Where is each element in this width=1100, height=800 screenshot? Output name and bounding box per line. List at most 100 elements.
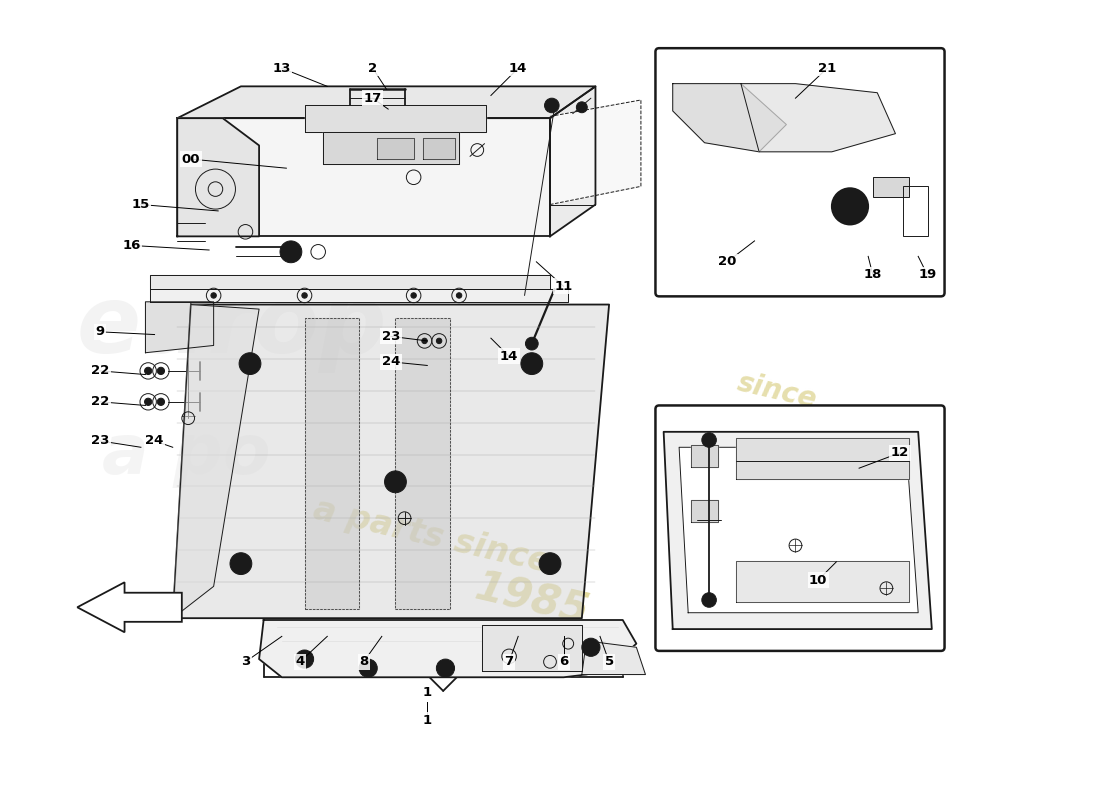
Circle shape <box>245 359 254 368</box>
Circle shape <box>442 665 449 672</box>
Text: 3: 3 <box>241 655 250 668</box>
Text: 14: 14 <box>509 62 527 74</box>
Circle shape <box>364 665 372 672</box>
Circle shape <box>390 478 400 486</box>
Text: 21: 21 <box>818 62 836 74</box>
Polygon shape <box>260 620 637 678</box>
Circle shape <box>301 655 308 662</box>
Circle shape <box>527 359 537 368</box>
Circle shape <box>239 353 261 374</box>
FancyBboxPatch shape <box>656 48 945 296</box>
Circle shape <box>437 659 454 678</box>
Text: 1985: 1985 <box>471 566 593 634</box>
Circle shape <box>296 650 314 668</box>
Polygon shape <box>736 438 909 479</box>
Circle shape <box>521 353 542 374</box>
Text: 4: 4 <box>296 655 305 668</box>
Text: 12: 12 <box>891 446 909 459</box>
Text: 24: 24 <box>145 434 164 447</box>
Circle shape <box>411 293 417 298</box>
Text: 17: 17 <box>364 92 382 105</box>
Text: 2: 2 <box>368 62 377 74</box>
Circle shape <box>421 338 427 344</box>
Polygon shape <box>422 138 454 159</box>
FancyBboxPatch shape <box>656 406 945 651</box>
Circle shape <box>301 293 307 298</box>
Polygon shape <box>305 318 359 609</box>
Polygon shape <box>322 132 459 164</box>
Polygon shape <box>582 641 646 674</box>
Text: 7: 7 <box>505 655 514 668</box>
Polygon shape <box>663 432 932 629</box>
Circle shape <box>230 553 252 574</box>
Polygon shape <box>679 447 918 613</box>
Polygon shape <box>550 100 641 205</box>
Text: 22: 22 <box>91 365 109 378</box>
Circle shape <box>359 659 377 678</box>
Polygon shape <box>691 446 718 467</box>
Text: 5: 5 <box>605 655 614 668</box>
Polygon shape <box>177 118 550 236</box>
Text: 9: 9 <box>96 326 104 338</box>
Polygon shape <box>145 302 213 353</box>
Bar <box>872 178 909 198</box>
Polygon shape <box>691 500 718 522</box>
Text: 10: 10 <box>808 574 827 586</box>
Text: 16: 16 <box>122 239 141 252</box>
Polygon shape <box>177 86 595 118</box>
Text: 1: 1 <box>422 714 432 726</box>
Text: 14: 14 <box>499 350 518 363</box>
Text: 13: 13 <box>273 62 292 74</box>
Circle shape <box>144 398 152 406</box>
Circle shape <box>832 188 868 225</box>
Circle shape <box>526 338 538 350</box>
Text: 8: 8 <box>359 655 369 668</box>
Text: 6: 6 <box>559 655 569 668</box>
Polygon shape <box>550 86 595 236</box>
Polygon shape <box>173 305 260 618</box>
Circle shape <box>582 638 600 656</box>
Text: 15: 15 <box>132 198 150 211</box>
Circle shape <box>456 293 462 298</box>
Text: since: since <box>735 368 820 414</box>
Circle shape <box>385 471 406 493</box>
Circle shape <box>587 644 594 651</box>
FancyArrow shape <box>77 582 182 632</box>
Polygon shape <box>673 84 786 152</box>
Text: 23: 23 <box>91 434 109 447</box>
Circle shape <box>211 293 217 298</box>
Circle shape <box>539 553 561 574</box>
Text: 24: 24 <box>382 355 400 368</box>
Polygon shape <box>150 289 569 302</box>
Text: 22: 22 <box>91 395 109 408</box>
Circle shape <box>157 367 165 374</box>
Polygon shape <box>396 318 450 609</box>
Polygon shape <box>482 626 582 671</box>
Circle shape <box>437 338 442 344</box>
Text: 18: 18 <box>864 268 882 281</box>
Polygon shape <box>177 118 260 236</box>
Circle shape <box>702 433 716 447</box>
Circle shape <box>280 241 301 262</box>
Polygon shape <box>377 138 414 159</box>
Polygon shape <box>736 561 909 602</box>
Circle shape <box>144 367 152 374</box>
Text: 20: 20 <box>718 255 737 268</box>
Text: 19: 19 <box>918 268 936 281</box>
Circle shape <box>236 559 245 568</box>
Polygon shape <box>305 105 486 132</box>
Circle shape <box>157 398 165 406</box>
Circle shape <box>702 593 716 607</box>
Circle shape <box>576 102 587 113</box>
Bar <box>903 186 928 236</box>
Polygon shape <box>741 84 895 152</box>
Text: 1: 1 <box>422 686 432 699</box>
Text: a parts since: a parts since <box>310 493 553 580</box>
Text: a po: a po <box>102 421 271 488</box>
Polygon shape <box>173 305 609 618</box>
Circle shape <box>546 559 554 568</box>
Circle shape <box>544 98 559 113</box>
Text: 00: 00 <box>182 153 200 166</box>
Text: 11: 11 <box>554 280 573 293</box>
Text: europ: europ <box>77 282 387 374</box>
